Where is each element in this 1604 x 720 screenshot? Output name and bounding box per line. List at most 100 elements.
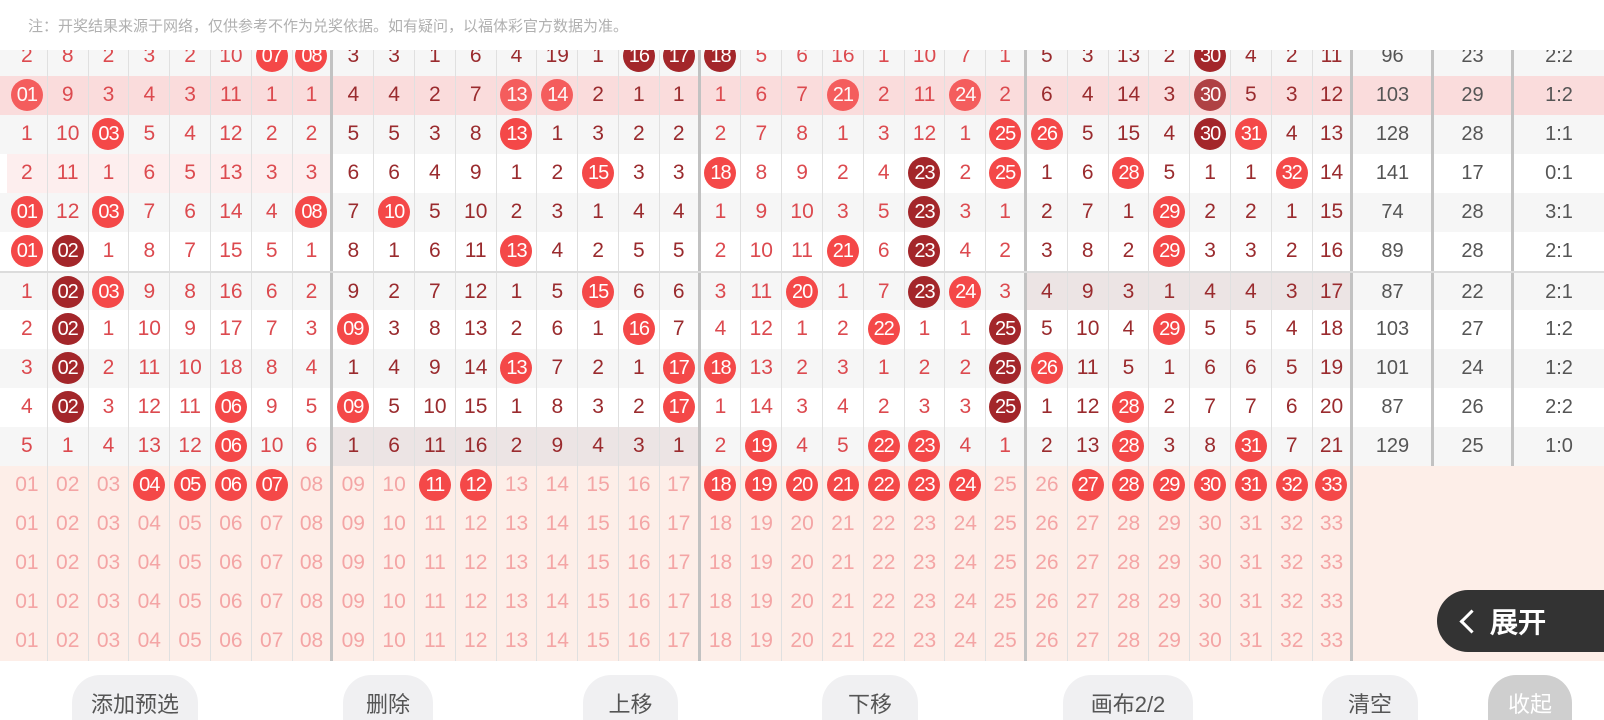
select-number-cell[interactable]: 10 <box>374 543 415 583</box>
select-number-cell[interactable]: 06 <box>211 621 252 661</box>
select-number-cell[interactable]: 18 <box>701 582 742 622</box>
select-number-cell[interactable]: 28 <box>1109 465 1150 505</box>
select-number-cell[interactable]: 20 <box>782 543 823 583</box>
select-number-cell[interactable]: 17 <box>660 465 701 505</box>
canvas-page-button[interactable]: 画布2/2 <box>1063 675 1193 720</box>
select-number-cell[interactable]: 22 <box>864 543 905 583</box>
select-number-cell[interactable]: 02 <box>48 465 89 505</box>
selected-ball[interactable]: 04 <box>133 469 166 501</box>
select-number-cell[interactable]: 32 <box>1272 543 1313 583</box>
select-number-cell[interactable]: 22 <box>864 504 905 544</box>
select-number-cell[interactable]: 20 <box>782 621 823 661</box>
select-number-cell[interactable]: 03 <box>89 621 130 661</box>
select-number-cell[interactable]: 32 <box>1272 504 1313 544</box>
select-number-cell[interactable]: 25 <box>986 582 1027 622</box>
selected-ball[interactable]: 24 <box>949 469 982 501</box>
select-number-cell[interactable]: 27 <box>1068 582 1109 622</box>
select-number-cell[interactable]: 05 <box>170 465 211 505</box>
selected-ball[interactable]: 31 <box>1234 469 1267 501</box>
select-number-cell[interactable]: 12 <box>456 465 497 505</box>
select-number-cell[interactable]: 15 <box>578 621 619 661</box>
select-number-cell[interactable]: 29 <box>1149 543 1191 583</box>
select-number-cell[interactable]: 11 <box>415 582 456 622</box>
select-number-cell[interactable]: 29 <box>1149 465 1191 505</box>
select-number-cell[interactable]: 29 <box>1149 582 1191 622</box>
select-number-cell[interactable]: 25 <box>986 621 1027 661</box>
selected-ball[interactable]: 07 <box>255 469 288 501</box>
select-number-cell[interactable]: 13 <box>497 621 538 661</box>
select-number-cell[interactable]: 04 <box>129 504 171 544</box>
selected-ball[interactable]: 27 <box>1071 469 1104 501</box>
select-number-cell[interactable]: 31 <box>1231 582 1272 622</box>
select-number-cell[interactable]: 13 <box>497 582 538 622</box>
select-number-cell[interactable]: 13 <box>497 504 538 544</box>
select-number-cell[interactable]: 18 <box>701 465 742 505</box>
select-number-cell[interactable]: 02 <box>48 582 89 622</box>
select-number-cell[interactable]: 10 <box>374 621 415 661</box>
select-number-cell[interactable]: 28 <box>1109 582 1150 622</box>
select-number-cell[interactable]: 08 <box>293 504 334 544</box>
select-number-cell[interactable]: 18 <box>701 504 742 544</box>
select-number-cell[interactable]: 24 <box>945 621 987 661</box>
select-number-cell[interactable]: 22 <box>864 465 905 505</box>
select-number-cell[interactable]: 09 <box>333 621 375 661</box>
select-number-cell[interactable]: 02 <box>48 504 89 544</box>
select-number-cell[interactable]: 23 <box>905 504 946 544</box>
select-number-cell[interactable]: 28 <box>1109 621 1150 661</box>
selected-ball[interactable]: 12 <box>459 469 492 501</box>
select-number-cell[interactable]: 22 <box>864 582 905 622</box>
select-number-cell[interactable]: 19 <box>741 465 783 505</box>
select-number-cell[interactable]: 01 <box>7 543 48 583</box>
select-number-cell[interactable]: 14 <box>537 621 579 661</box>
select-number-cell[interactable]: 22 <box>864 621 905 661</box>
select-number-cell[interactable]: 03 <box>89 582 130 622</box>
select-number-cell[interactable]: 04 <box>129 543 171 583</box>
select-number-cell[interactable]: 16 <box>619 621 660 661</box>
select-number-cell[interactable]: 27 <box>1068 504 1109 544</box>
select-number-cell[interactable]: 01 <box>7 621 48 661</box>
collapse-button[interactable]: 收起 <box>1488 675 1572 720</box>
select-number-cell[interactable]: 14 <box>537 465 579 505</box>
select-number-cell[interactable]: 15 <box>578 582 619 622</box>
move-up-button[interactable]: 上移 <box>583 675 678 720</box>
select-number-cell[interactable]: 24 <box>945 465 987 505</box>
select-number-cell[interactable]: 32 <box>1272 465 1313 505</box>
select-number-cell[interactable]: 06 <box>211 465 252 505</box>
select-number-cell[interactable]: 19 <box>741 543 783 583</box>
select-number-cell[interactable]: 32 <box>1272 621 1313 661</box>
select-number-cell[interactable]: 08 <box>293 465 334 505</box>
select-number-cell[interactable]: 33 <box>1313 543 1354 583</box>
select-number-cell[interactable]: 13 <box>497 543 538 583</box>
select-number-cell[interactable]: 17 <box>660 582 701 622</box>
select-number-cell[interactable]: 02 <box>48 543 89 583</box>
select-number-cell[interactable]: 32 <box>1272 582 1313 622</box>
select-number-cell[interactable]: 19 <box>741 504 783 544</box>
select-number-cell[interactable]: 17 <box>660 543 701 583</box>
select-number-cell[interactable]: 12 <box>456 504 497 544</box>
selected-ball[interactable]: 18 <box>704 469 737 501</box>
select-number-cell[interactable]: 09 <box>333 543 375 583</box>
select-number-cell[interactable]: 05 <box>170 543 211 583</box>
select-number-cell[interactable]: 31 <box>1231 465 1272 505</box>
select-number-cell[interactable]: 29 <box>1149 504 1191 544</box>
select-number-cell[interactable]: 10 <box>374 465 415 505</box>
select-number-cell[interactable]: 26 <box>1027 465 1068 505</box>
select-number-cell[interactable]: 09 <box>333 465 375 505</box>
select-number-cell[interactable]: 33 <box>1313 504 1354 544</box>
select-number-cell[interactable]: 21 <box>823 465 864 505</box>
select-number-cell[interactable]: 18 <box>701 621 742 661</box>
select-number-cell[interactable]: 04 <box>129 465 171 505</box>
select-number-cell[interactable]: 07 <box>252 582 293 622</box>
select-number-cell[interactable]: 27 <box>1068 543 1109 583</box>
select-number-cell[interactable]: 01 <box>7 465 48 505</box>
select-number-cell[interactable]: 06 <box>211 504 252 544</box>
select-number-cell[interactable]: 20 <box>782 504 823 544</box>
select-number-cell[interactable]: 15 <box>578 543 619 583</box>
select-number-cell[interactable]: 01 <box>7 504 48 544</box>
select-number-cell[interactable]: 12 <box>456 543 497 583</box>
select-number-cell[interactable]: 12 <box>456 582 497 622</box>
select-number-cell[interactable]: 03 <box>89 465 130 505</box>
select-number-cell[interactable]: 30 <box>1190 504 1231 544</box>
selected-ball[interactable]: 20 <box>786 469 819 501</box>
select-number-cell[interactable]: 26 <box>1027 621 1068 661</box>
